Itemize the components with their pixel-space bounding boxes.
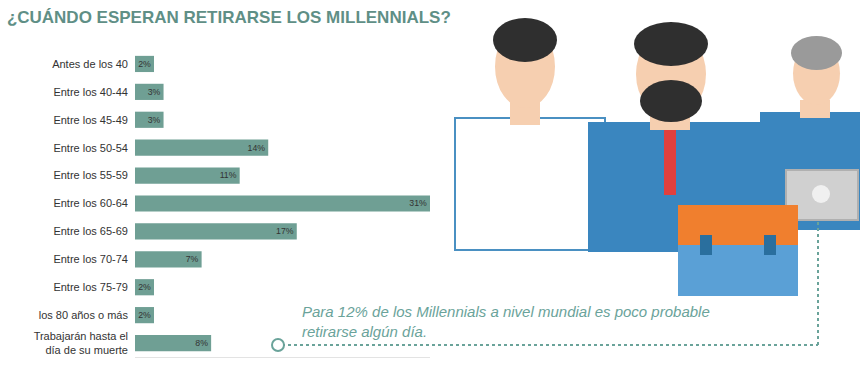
svg-text:7%: 7% xyxy=(186,254,199,264)
svg-text:3%: 3% xyxy=(148,115,161,125)
svg-text:Entre los 65-69: Entre los 65-69 xyxy=(53,225,128,237)
svg-text:8%: 8% xyxy=(195,338,208,348)
svg-text:Entre los 40-44: Entre los 40-44 xyxy=(53,86,128,98)
svg-text:Entre los 55-59: Entre los 55-59 xyxy=(53,169,128,181)
svg-text:3%: 3% xyxy=(148,87,161,97)
svg-text:31%: 31% xyxy=(409,198,427,208)
svg-text:Entre los 50-54: Entre los 50-54 xyxy=(53,142,128,154)
svg-text:17%: 17% xyxy=(276,226,294,236)
svg-text:Entre los 45-49: Entre los 45-49 xyxy=(53,114,128,126)
svg-text:14%: 14% xyxy=(248,143,266,153)
svg-text:2%: 2% xyxy=(138,310,151,320)
svg-text:2%: 2% xyxy=(138,282,151,292)
svg-text:Trabajarán hasta eldía de su m: Trabajarán hasta eldía de su muerte xyxy=(34,330,128,356)
svg-text:Entre los 60-64: Entre los 60-64 xyxy=(53,197,128,209)
svg-text:11%: 11% xyxy=(220,170,237,180)
svg-text:Para 12% de los Millennials a: Para 12% de los Millennials a nivel mund… xyxy=(302,303,710,340)
svg-text:Antes de los 40: Antes de los 40 xyxy=(52,58,128,70)
svg-text:Entre los 75-79: Entre los 75-79 xyxy=(53,281,128,293)
svg-text:los 80 años o más: los 80 años o más xyxy=(39,309,129,321)
svg-text:2%: 2% xyxy=(138,59,151,69)
svg-text:¿CUÁNDO ESPERAN RETIRARSE LOS: ¿CUÁNDO ESPERAN RETIRARSE LOS MILLENNIAL… xyxy=(7,8,451,27)
svg-text:Entre los 70-74: Entre los 70-74 xyxy=(53,253,128,265)
